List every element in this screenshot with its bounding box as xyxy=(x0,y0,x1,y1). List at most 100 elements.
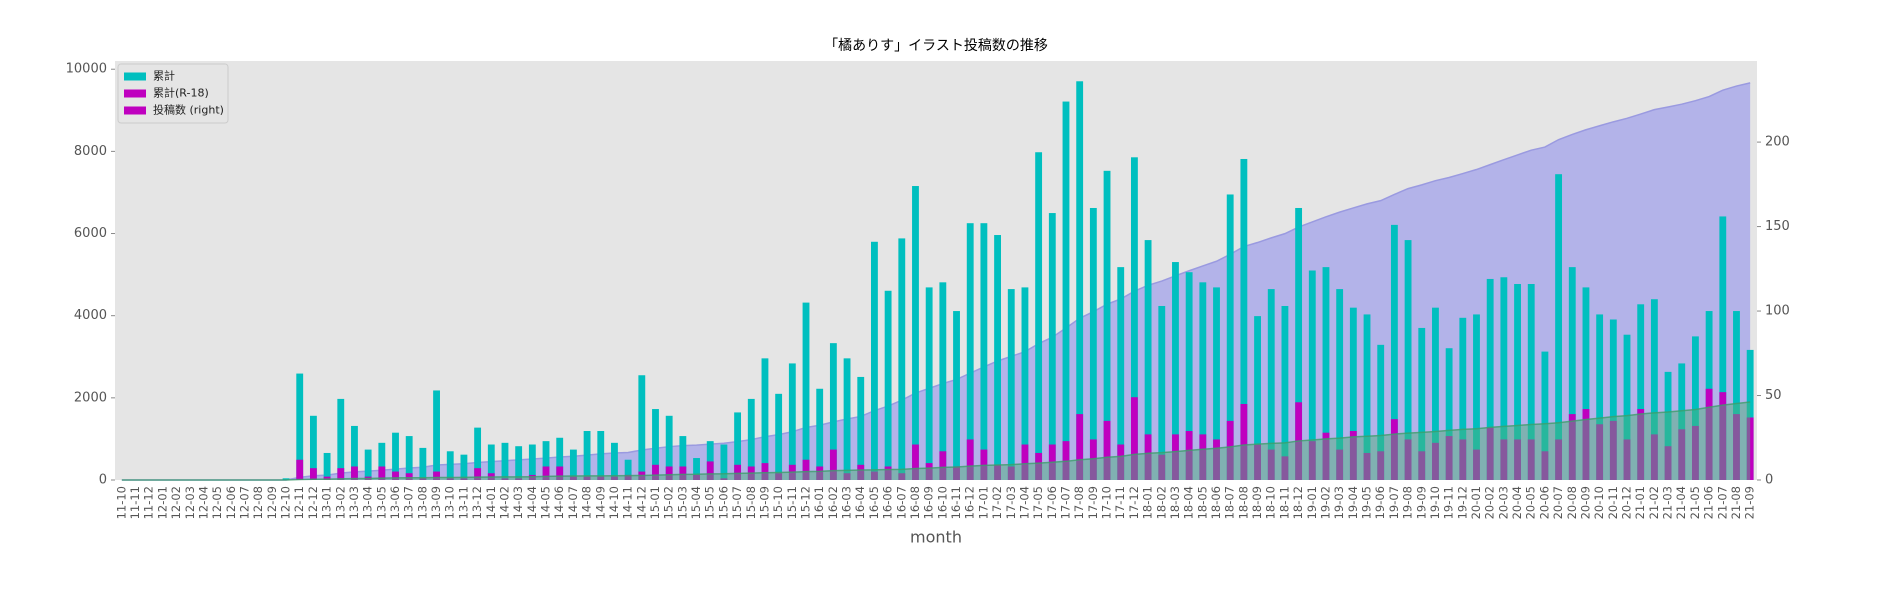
bar xyxy=(898,238,906,480)
x-tick-label: 16-10 xyxy=(935,486,949,519)
bar xyxy=(433,390,440,480)
bar xyxy=(980,223,988,480)
x-tick-label: 17-07 xyxy=(1058,486,1072,519)
x-tick-label: 21-08 xyxy=(1729,486,1743,519)
x-tick-label: 18-02 xyxy=(1154,486,1168,519)
legend-swatch xyxy=(124,89,146,98)
x-tick-label: 16-11 xyxy=(949,486,963,519)
bar xyxy=(1267,289,1275,480)
bar xyxy=(1404,240,1412,480)
x-tick-label: 16-07 xyxy=(894,486,908,519)
x-tick-label: 21-01 xyxy=(1633,486,1647,519)
x-tick-label: 20-07 xyxy=(1551,486,1565,519)
bar xyxy=(1172,262,1179,480)
x-tick-label: 15-06 xyxy=(716,486,730,519)
x-tick-label: 14-11 xyxy=(621,486,635,519)
x-tick-label: 21-07 xyxy=(1715,486,1729,519)
y-tick-label: 8000 xyxy=(74,144,107,159)
area-line xyxy=(121,401,1751,481)
x-tick-label: 12-12 xyxy=(306,486,320,519)
bar xyxy=(528,444,536,480)
x-tick-label: 15-03 xyxy=(675,486,689,519)
bar xyxy=(1240,403,1248,480)
x-tick-label: 18-11 xyxy=(1277,486,1291,519)
x-tick-label: 15-05 xyxy=(703,486,717,519)
x-tick-label: 15-09 xyxy=(757,486,771,519)
bar xyxy=(1733,311,1740,480)
bar xyxy=(1555,174,1563,481)
bar xyxy=(679,436,687,480)
bar xyxy=(446,451,454,480)
bar xyxy=(638,375,646,480)
bar xyxy=(542,466,550,480)
x-tick-label: 16-09 xyxy=(922,486,936,519)
bar xyxy=(802,302,810,480)
x-tick-label: 13-10 xyxy=(443,486,457,519)
x-tick-label: 20-03 xyxy=(1496,486,1510,519)
bar xyxy=(501,442,509,480)
x-tick-label: 16-06 xyxy=(881,486,895,519)
x-tick-label: 15-08 xyxy=(744,486,758,519)
bar xyxy=(966,439,974,480)
x-tick-label: 12-10 xyxy=(279,486,293,519)
x-tick-label: 20-01 xyxy=(1469,486,1483,519)
bar xyxy=(912,444,919,480)
bar xyxy=(556,466,564,480)
x-tick-label: 16-02 xyxy=(826,486,840,519)
bar xyxy=(323,452,331,480)
x-tick-label: 15-02 xyxy=(662,486,676,519)
bar xyxy=(1076,81,1084,480)
bar xyxy=(1568,267,1576,480)
x-tick-label: 18-09 xyxy=(1250,486,1264,519)
x-tick-label: 13-07 xyxy=(402,486,416,519)
bar xyxy=(433,471,440,480)
x-tick-label: 15-01 xyxy=(648,486,662,519)
bar xyxy=(1459,317,1467,480)
y2-tick-label: 0 xyxy=(1765,473,1773,488)
bar xyxy=(1226,194,1234,480)
y2-tick-label: 200 xyxy=(1765,135,1790,150)
x-tick-label: 12-11 xyxy=(292,486,306,519)
x-tick-label: 15-04 xyxy=(689,486,703,519)
bar xyxy=(1473,314,1480,480)
x-tick-label: 13-09 xyxy=(429,486,443,519)
x-axis-label: month xyxy=(910,528,962,547)
bar xyxy=(460,454,468,480)
x-tick-label: 13-03 xyxy=(347,486,361,519)
bar xyxy=(706,461,714,480)
bar xyxy=(1021,287,1029,480)
x-tick-label: 18-12 xyxy=(1291,486,1305,519)
bar xyxy=(1213,287,1220,480)
bar xyxy=(829,343,837,480)
x-tick-label: 14-03 xyxy=(511,486,525,519)
bar xyxy=(953,311,960,480)
x-tick-label: 21-06 xyxy=(1702,486,1716,519)
x-tick-label: 16-08 xyxy=(908,486,922,519)
x-tick-label: 14-08 xyxy=(580,486,594,519)
x-tick-label: 20-02 xyxy=(1483,486,1497,519)
bar xyxy=(624,459,632,480)
bar xyxy=(1076,414,1084,480)
x-tick-label: 13-11 xyxy=(456,486,470,519)
bar xyxy=(1035,152,1043,480)
bar xyxy=(1199,282,1207,480)
bar xyxy=(1103,420,1111,480)
bar xyxy=(1541,351,1549,480)
bar xyxy=(829,449,837,480)
x-tick-label: 19-01 xyxy=(1305,486,1319,519)
x-tick-label: 13-01 xyxy=(320,486,334,519)
bar xyxy=(1692,336,1699,480)
legend-swatch xyxy=(124,106,146,115)
bar xyxy=(1281,305,1289,480)
x-tick-label: 20-08 xyxy=(1565,486,1579,519)
bar xyxy=(309,468,317,480)
x-tick-label: 12-07 xyxy=(237,486,251,519)
bar xyxy=(1103,170,1111,480)
y2-tick-label: 100 xyxy=(1765,304,1790,319)
bar xyxy=(583,431,591,480)
x-tick-label: 17-02 xyxy=(990,486,1004,519)
x-tick-label: 17-01 xyxy=(976,486,990,519)
x-tick-label: 12-08 xyxy=(251,486,265,519)
bar xyxy=(597,431,605,480)
